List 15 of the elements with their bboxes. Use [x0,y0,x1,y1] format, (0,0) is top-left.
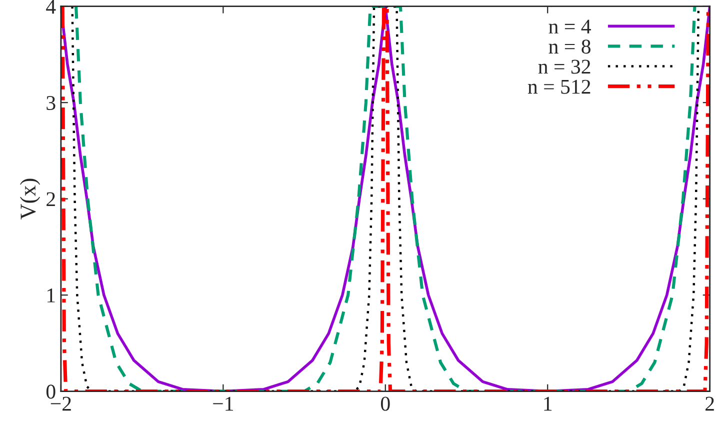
x-tick-label: −2 [50,396,71,411]
legend-label: n = 8 [548,40,590,54]
y-tick-label: 0 [46,384,56,399]
x-tick-label: 1 [544,396,552,411]
x-tick-label: 0 [380,396,390,411]
x-tick-label: 2 [706,396,714,411]
legend-label: n = 512 [528,80,590,94]
legend-label: n = 4 [548,20,591,34]
x-tick-label: −1 [213,396,233,411]
legend-label: n = 32 [538,60,590,74]
y-tick-label: 4 [46,0,56,14]
y-tick-label: 2 [46,192,55,206]
y-axis-title: V(x) [20,178,40,220]
y-tick-label: 3 [46,96,56,110]
y-tick-label: 1 [48,288,55,302]
